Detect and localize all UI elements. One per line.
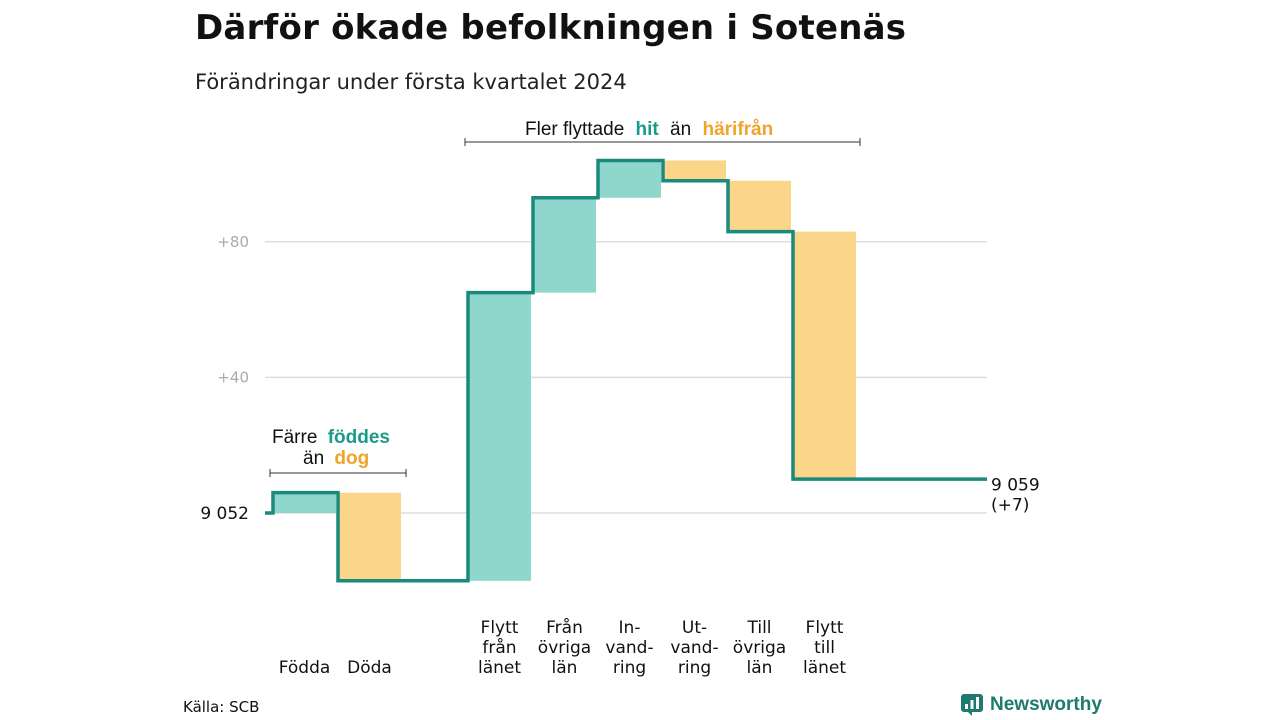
end-change-label: (+7) bbox=[991, 495, 1029, 515]
category-label: länet bbox=[478, 658, 521, 678]
gridlines bbox=[265, 241, 987, 514]
category-label: från bbox=[482, 637, 516, 658]
chart-title: Därför ökade befolkningen i Sotenäs bbox=[195, 8, 907, 48]
migration-annotation: Fler flyttade hit än härifrån bbox=[464, 119, 861, 146]
category-label: Ut- bbox=[682, 618, 707, 638]
category-label: län bbox=[747, 658, 773, 678]
start-value-label: 9 052 bbox=[200, 504, 249, 524]
category-label: Flytt bbox=[481, 618, 519, 638]
category-label: länet bbox=[803, 658, 846, 678]
category-label: övriga bbox=[733, 638, 786, 658]
bar bbox=[338, 492, 401, 581]
bar bbox=[663, 160, 726, 181]
category-label: övriga bbox=[538, 638, 591, 658]
bar bbox=[728, 180, 791, 232]
bars bbox=[273, 160, 856, 581]
source-note: Källa: SCB bbox=[183, 698, 260, 716]
category-label: vand- bbox=[605, 638, 653, 658]
category-label: Från bbox=[546, 617, 583, 638]
category-label: län bbox=[552, 658, 578, 678]
bar bbox=[598, 160, 661, 198]
brand-name: Newsworthy bbox=[990, 694, 1102, 715]
migration-annotation-text: Fler flyttade hit än härifrån bbox=[525, 119, 773, 140]
bar bbox=[468, 292, 531, 581]
y-tick-label: +40 bbox=[217, 368, 249, 386]
bar bbox=[273, 492, 336, 513]
category-label: ring bbox=[613, 658, 646, 678]
category-label: till bbox=[814, 638, 835, 658]
brand-logo: Newsworthy bbox=[960, 693, 1102, 717]
cumulative-step-line bbox=[265, 158, 987, 583]
bar bbox=[533, 197, 596, 293]
births-annotation-line2: än dog bbox=[303, 448, 369, 469]
category-label: Flytt bbox=[806, 618, 844, 638]
category-label: ring bbox=[678, 658, 711, 678]
category-label: Döda bbox=[347, 658, 392, 678]
category-label: vand- bbox=[670, 638, 718, 658]
births-annotation: Färre föddes än dog bbox=[269, 427, 407, 477]
chart-subtitle: Förändringar under första kvartalet 2024 bbox=[195, 70, 627, 94]
end-value-label: 9 059 bbox=[991, 475, 1040, 495]
newsworthy-icon bbox=[961, 694, 983, 716]
y-tick-label: +80 bbox=[217, 233, 249, 251]
category-label: Födda bbox=[279, 658, 331, 678]
step-line bbox=[265, 158, 987, 583]
category-label: In- bbox=[619, 618, 641, 638]
births-annotation-line1: Färre föddes bbox=[272, 427, 390, 448]
bar bbox=[793, 231, 856, 480]
category-label: Till bbox=[746, 618, 771, 638]
